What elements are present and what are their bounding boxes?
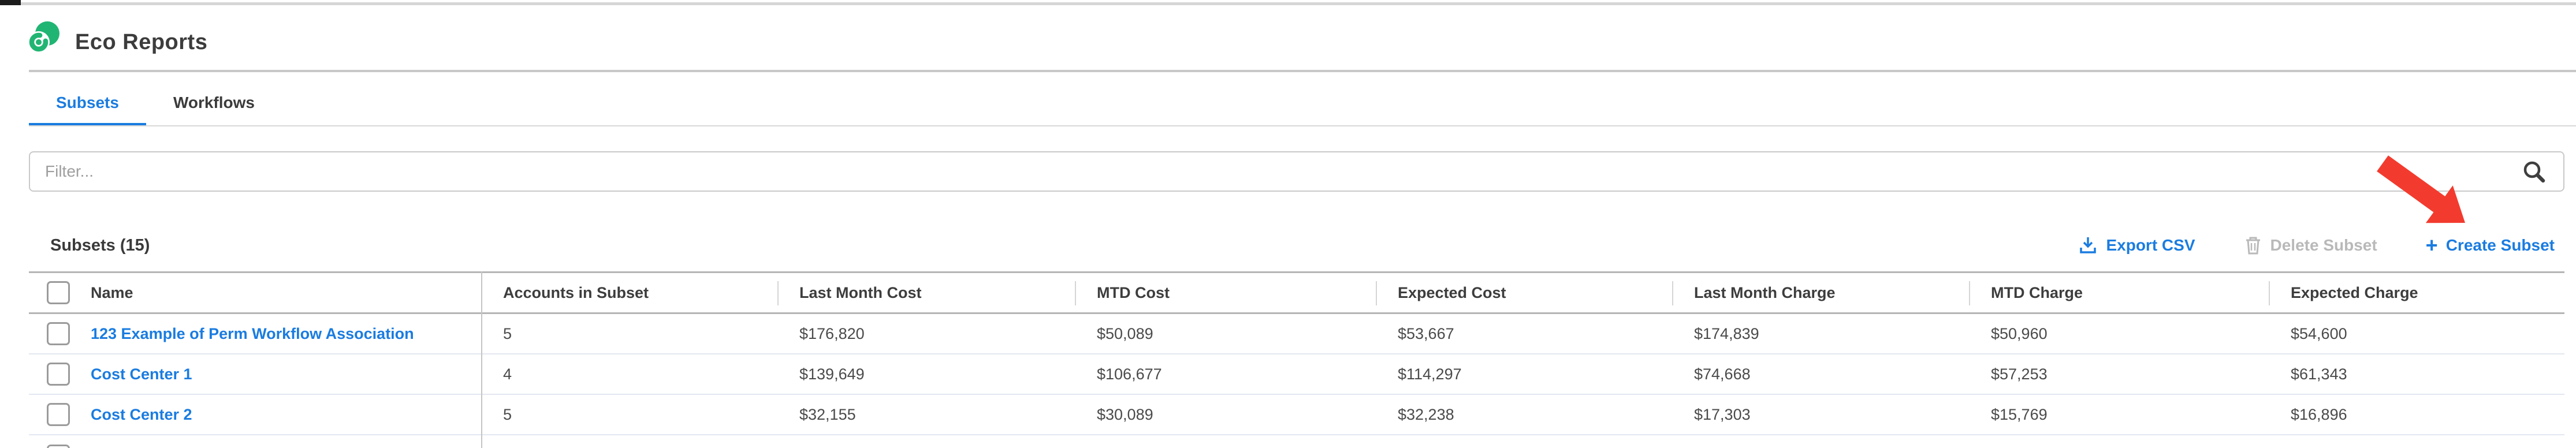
export-csv-button[interactable]: Export CSV — [2078, 236, 2195, 255]
column-separator — [1969, 281, 1970, 305]
table-row: Cost Center 2 5 $32,155 $30,089 $32,238 … — [29, 395, 2564, 435]
cell-last-month-charge: $74,668 — [1694, 365, 1751, 383]
delete-subset-button[interactable]: Delete Subset — [2244, 236, 2377, 255]
column-header-last-month-charge: Last Month Charge — [1694, 283, 1836, 301]
eco-logo-icon — [29, 21, 59, 53]
plus-icon: + — [2425, 233, 2438, 257]
create-subset-button[interactable]: + Create Subset — [2426, 235, 2555, 256]
table-row-partial — [29, 435, 2564, 448]
table-row: 123 Example of Perm Workflow Association… — [29, 314, 2564, 354]
cell-expected-cost: $114,297 — [1398, 365, 1462, 383]
tab-workflows[interactable]: Workflows — [173, 94, 255, 111]
cell-accounts: 4 — [503, 365, 512, 383]
cell-expected-cost: $32,238 — [1398, 405, 1454, 423]
search-icon — [2523, 161, 2545, 183]
export-csv-label: Export CSV — [2106, 236, 2195, 254]
subset-name-link[interactable]: Cost Center 2 — [91, 405, 192, 423]
cell-name: Cost Center 2 — [29, 403, 481, 426]
cell-mtd-cost: $30,089 — [1097, 405, 1153, 423]
column-header-expected-charge: Expected Charge — [2291, 283, 2418, 301]
subset-name-link[interactable]: Cost Center 1 — [91, 365, 192, 383]
create-subset-label: Create Subset — [2445, 236, 2555, 254]
cell-expected-charge: $61,343 — [2291, 365, 2347, 383]
column-header-expected-cost: Expected Cost — [1398, 283, 1506, 301]
cell-accounts: 5 — [503, 405, 512, 423]
cell-expected-cost: $53,667 — [1398, 324, 1454, 342]
tab-bar: Subsets Workflows — [29, 83, 282, 126]
column-header-name: Name — [91, 283, 133, 301]
header-cell-name: Name — [29, 281, 481, 304]
column-header-last-month-cost: Last Month Cost — [799, 283, 922, 301]
cell-last-month-charge: $17,303 — [1694, 405, 1751, 423]
row-checkbox[interactable] — [47, 445, 70, 448]
tab-subsets[interactable]: Subsets — [29, 83, 146, 126]
download-icon — [2080, 237, 2097, 253]
cell-mtd-charge: $50,960 — [1991, 324, 2048, 342]
cell-last-month-cost: $139,649 — [799, 365, 865, 383]
cell-name: 123 Example of Perm Workflow Association — [29, 322, 481, 345]
cell-mtd-charge: $57,253 — [1991, 365, 2048, 383]
cell-last-month-cost: $176,820 — [799, 324, 865, 342]
toolbar-actions: Export CSV Delete Subset + Create Subset — [2078, 233, 2555, 257]
name-column-separator — [481, 271, 482, 448]
cell-mtd-cost: $50,089 — [1097, 324, 1153, 342]
cell-name — [29, 435, 481, 448]
row-checkbox[interactable] — [47, 322, 70, 345]
window-edge-artifact — [0, 0, 21, 5]
delete-subset-label: Delete Subset — [2270, 236, 2377, 254]
trash-icon — [2246, 237, 2260, 255]
red-arrow-annotation — [2377, 155, 2465, 223]
top-border-line — [21, 2, 2576, 5]
subset-name-link[interactable]: 123 Example of Perm Workflow Association — [91, 324, 414, 342]
cell-mtd-cost: $106,677 — [1097, 365, 1162, 383]
column-separator — [1075, 281, 1076, 305]
subsets-count-heading: Subsets (15) — [50, 236, 150, 255]
column-header-accounts: Accounts in Subset — [503, 283, 649, 301]
cell-name: Cost Center 1 — [29, 363, 481, 386]
cell-last-month-cost: $32,155 — [799, 405, 856, 423]
filter-input[interactable] — [29, 151, 2564, 192]
header-divider — [29, 70, 2576, 72]
select-all-checkbox[interactable] — [47, 281, 70, 304]
row-checkbox[interactable] — [47, 363, 70, 386]
table-row: Cost Center 1 4 $139,649 $106,677 $114,2… — [29, 354, 2564, 395]
table-header-row: Name Accounts in Subset Last Month Cost … — [29, 273, 2564, 314]
column-separator — [1376, 281, 1377, 305]
page-title: Eco Reports — [75, 30, 208, 54]
row-checkbox[interactable] — [47, 403, 70, 426]
column-header-mtd-cost: MTD Cost — [1097, 283, 1170, 301]
cell-expected-charge: $16,896 — [2291, 405, 2347, 423]
cell-expected-charge: $54,600 — [2291, 324, 2347, 342]
column-separator — [2269, 281, 2270, 305]
cell-accounts: 5 — [503, 324, 512, 342]
subsets-table: Name Accounts in Subset Last Month Cost … — [29, 271, 2564, 448]
cell-last-month-charge: $174,839 — [1694, 324, 1759, 342]
column-separator — [777, 281, 779, 305]
tabs-divider — [29, 125, 2576, 126]
column-separator — [1672, 281, 1673, 305]
column-header-mtd-charge: MTD Charge — [1991, 283, 2083, 301]
cell-mtd-charge: $15,769 — [1991, 405, 2048, 423]
